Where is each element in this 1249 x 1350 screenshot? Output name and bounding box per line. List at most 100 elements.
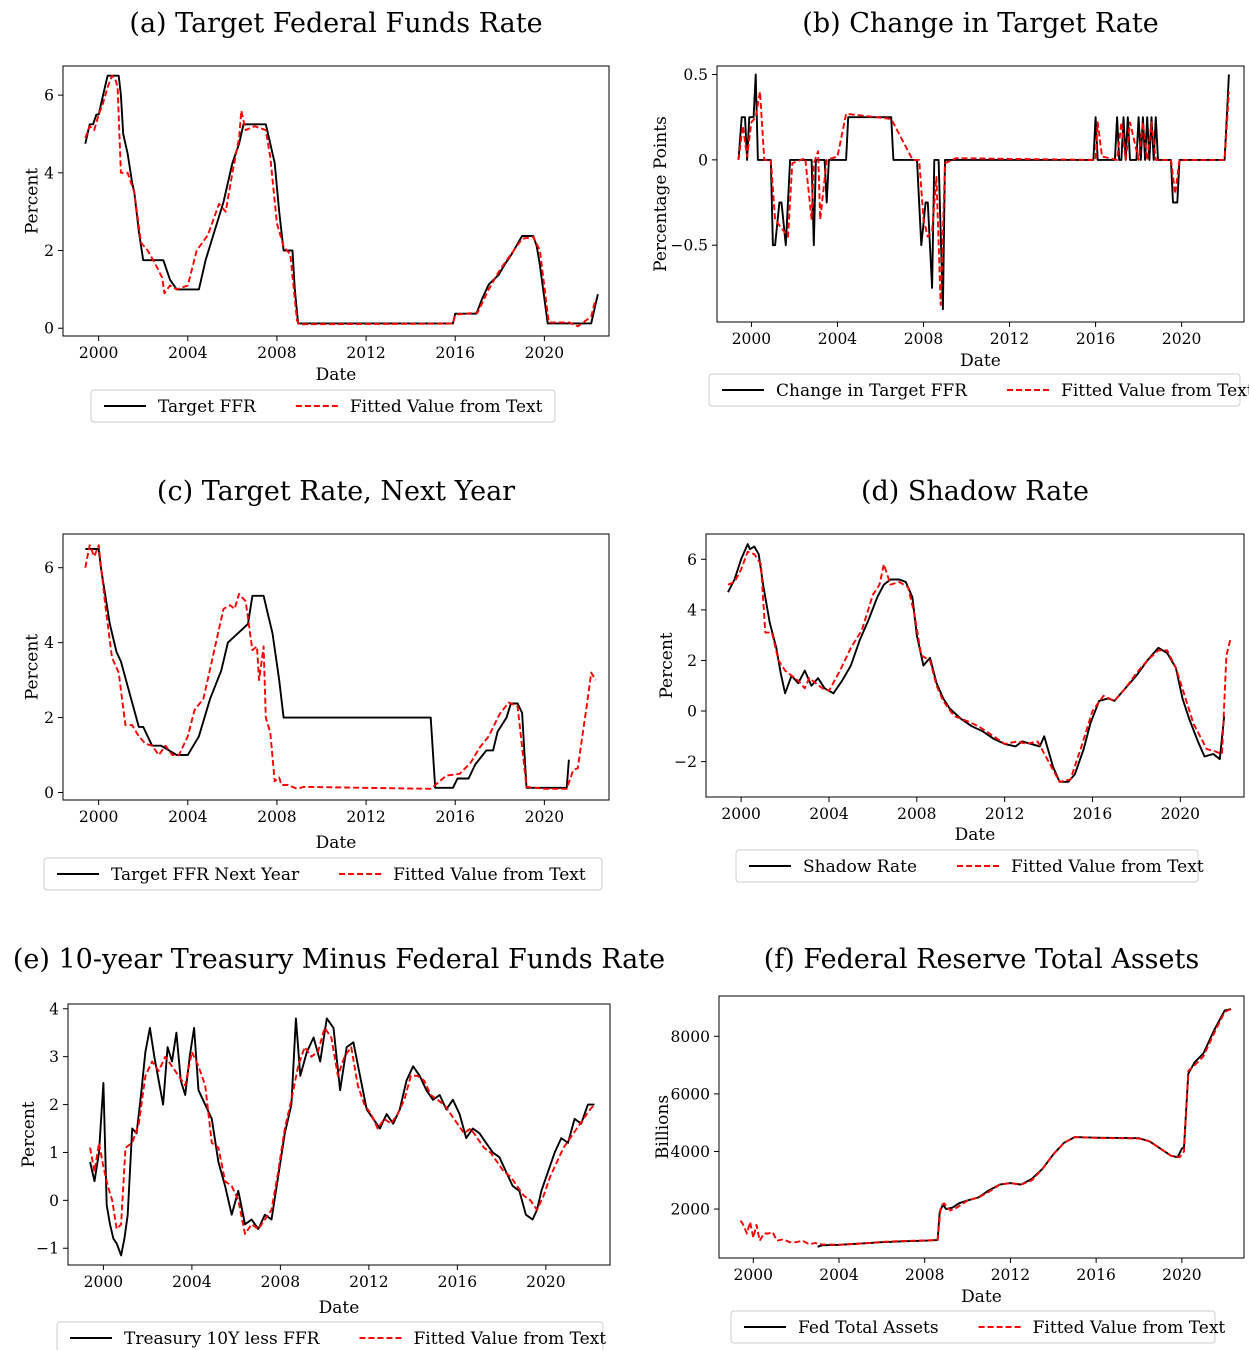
plot-frame [718,995,1245,1259]
y-tick-label: 6 [44,87,54,105]
x-tick-label: 2004 [172,1273,212,1291]
x-tick-label: 2000 [79,344,118,362]
y-tick-label: −1 [36,1240,59,1258]
chart-title: (c) Target Rate, Next Year [157,476,515,507]
series-line-actual [737,73,1230,311]
series-line-actual [84,74,599,325]
x-axis-label: Date [961,1287,1002,1307]
legend-label-actual: Shadow Rate [803,857,917,877]
x-tick-label: 2016 [438,1273,477,1291]
series-line-fitted [89,1026,596,1235]
legend-label-fitted: Fitted Value from Text [413,1329,606,1349]
y-tick-label: 0 [49,1192,59,1210]
x-tick-label: 2008 [257,344,296,362]
x-tick-label: 2008 [897,805,936,823]
x-tick-label: 2004 [809,805,849,823]
legend-box [56,1321,604,1350]
legend: Target FFR Next Year Fitted Value from Te… [43,857,603,891]
x-axis-label: Date [316,833,357,853]
y-tick-label: 0 [44,320,54,338]
y-axis-label: Percent [657,632,677,698]
x-tick-label: 2000 [84,1273,123,1291]
legend-box [43,857,603,891]
chart-panel-f: (f) Federal Reserve Total Assets 2000 2004… [653,944,1245,1344]
y-tick-label: 4 [44,634,54,652]
x-axis-label: Date [960,351,1001,371]
x-tick-label: 2020 [1161,805,1200,823]
series-line-actual [817,1008,1232,1248]
x-tick-label: 2008 [261,1273,300,1291]
legend-box [730,1310,1216,1344]
legend-label-fitted: Fitted Value from Text [350,397,543,417]
y-tick-label: 1 [49,1144,59,1162]
legend: Change in Target FFR Fitted Value from Te… [708,373,1249,407]
y-tick-label: 4 [49,1000,59,1018]
x-tick-label: 2012 [991,1266,1030,1284]
x-tick-label: 2016 [436,344,475,362]
y-tick-label: 2000 [671,1201,710,1219]
legend-label-fitted: Fitted Value from Text [1061,381,1249,401]
chart-title: (e) 10-year Treasury Minus Federal Funds… [13,944,665,975]
x-tick-label: 2020 [526,1273,565,1291]
y-axis-label: Percent [19,1101,39,1167]
legend-label-fitted: Fitted Value from Text [1033,1318,1226,1338]
legend-label-actual: Target FFR Next Year [111,865,300,885]
chart-title: (f) Federal Reserve Total Assets [764,944,1199,975]
legend-label-actual: Treasury 10Y less FFR [124,1329,321,1349]
y-tick-label: 8000 [671,1028,710,1046]
legend-label-actual: Change in Target FFR [776,381,968,401]
legend-label-fitted: Fitted Value from Text [1011,857,1204,877]
y-tick-label: 2 [49,1096,59,1114]
y-tick-label: 6 [44,559,54,577]
x-tick-label: 2016 [1073,805,1112,823]
series-line-actual [89,1017,595,1257]
x-tick-label: 2016 [1076,1266,1115,1284]
y-tick-label: 2 [44,242,54,260]
chart-panel-d: (d) Shadow Rate 2000 2004 2008 2012 2016 2020 −… [657,476,1245,883]
chart-title: (d) Shadow Rate [861,476,1089,507]
x-tick-label: 2000 [734,1266,773,1284]
legend: Treasury 10Y less FFR Fitted Value from T… [56,1321,606,1350]
x-tick-label: 2012 [990,330,1029,348]
x-tick-label: 2004 [818,330,858,348]
series-line-actual [85,548,570,789]
plot-frame [716,65,1245,323]
y-tick-label: 4 [44,164,54,182]
y-axis-label: Percent [23,168,43,234]
x-tick-label: 2008 [257,808,296,826]
plot-frame [67,1003,611,1266]
x-tick-label: 2000 [79,808,118,826]
y-tick-label: −2 [674,753,697,771]
legend: Target FFR Fitted Value from Text [90,389,556,423]
y-tick-label: 4000 [671,1143,710,1161]
x-tick-label: 2000 [721,805,760,823]
y-tick-label: 0.5 [683,66,708,84]
x-tick-label: 2008 [904,330,943,348]
x-tick-label: 2020 [525,344,564,362]
chart-panel-a: (a) Target Federal Funds Rate 2000 2004 200… [23,8,610,423]
x-axis-label: Date [319,1298,360,1318]
y-tick-label: 6 [687,551,697,569]
series-line-fitted [739,1008,1232,1246]
y-tick-label: 6000 [671,1085,710,1103]
y-tick-label: 0 [44,784,54,802]
y-tick-label: 0 [687,703,697,721]
y-axis-label: Percentage Points [651,116,671,272]
legend-label-fitted: Fitted Value from Text [393,865,586,885]
x-tick-label: 2012 [349,1273,388,1291]
x-tick-label: 2020 [1162,1266,1201,1284]
x-tick-label: 2004 [819,1266,859,1284]
y-tick-label: 0 [698,151,708,169]
plot-frame [62,65,610,337]
series-line-fitted [84,74,597,328]
x-axis-label: Date [955,825,996,845]
legend: Fed Total Assets Fitted Value from Text [730,1310,1226,1344]
legend-box [708,373,1241,407]
x-tick-label: 2012 [985,805,1024,823]
legend-label-actual: Target FFR [158,397,257,417]
y-tick-label: 2 [687,652,697,670]
x-tick-label: 2004 [168,344,208,362]
chart-title: (b) Change in Target Rate [802,8,1158,39]
chart-title: (a) Target Federal Funds Rate [129,8,542,39]
